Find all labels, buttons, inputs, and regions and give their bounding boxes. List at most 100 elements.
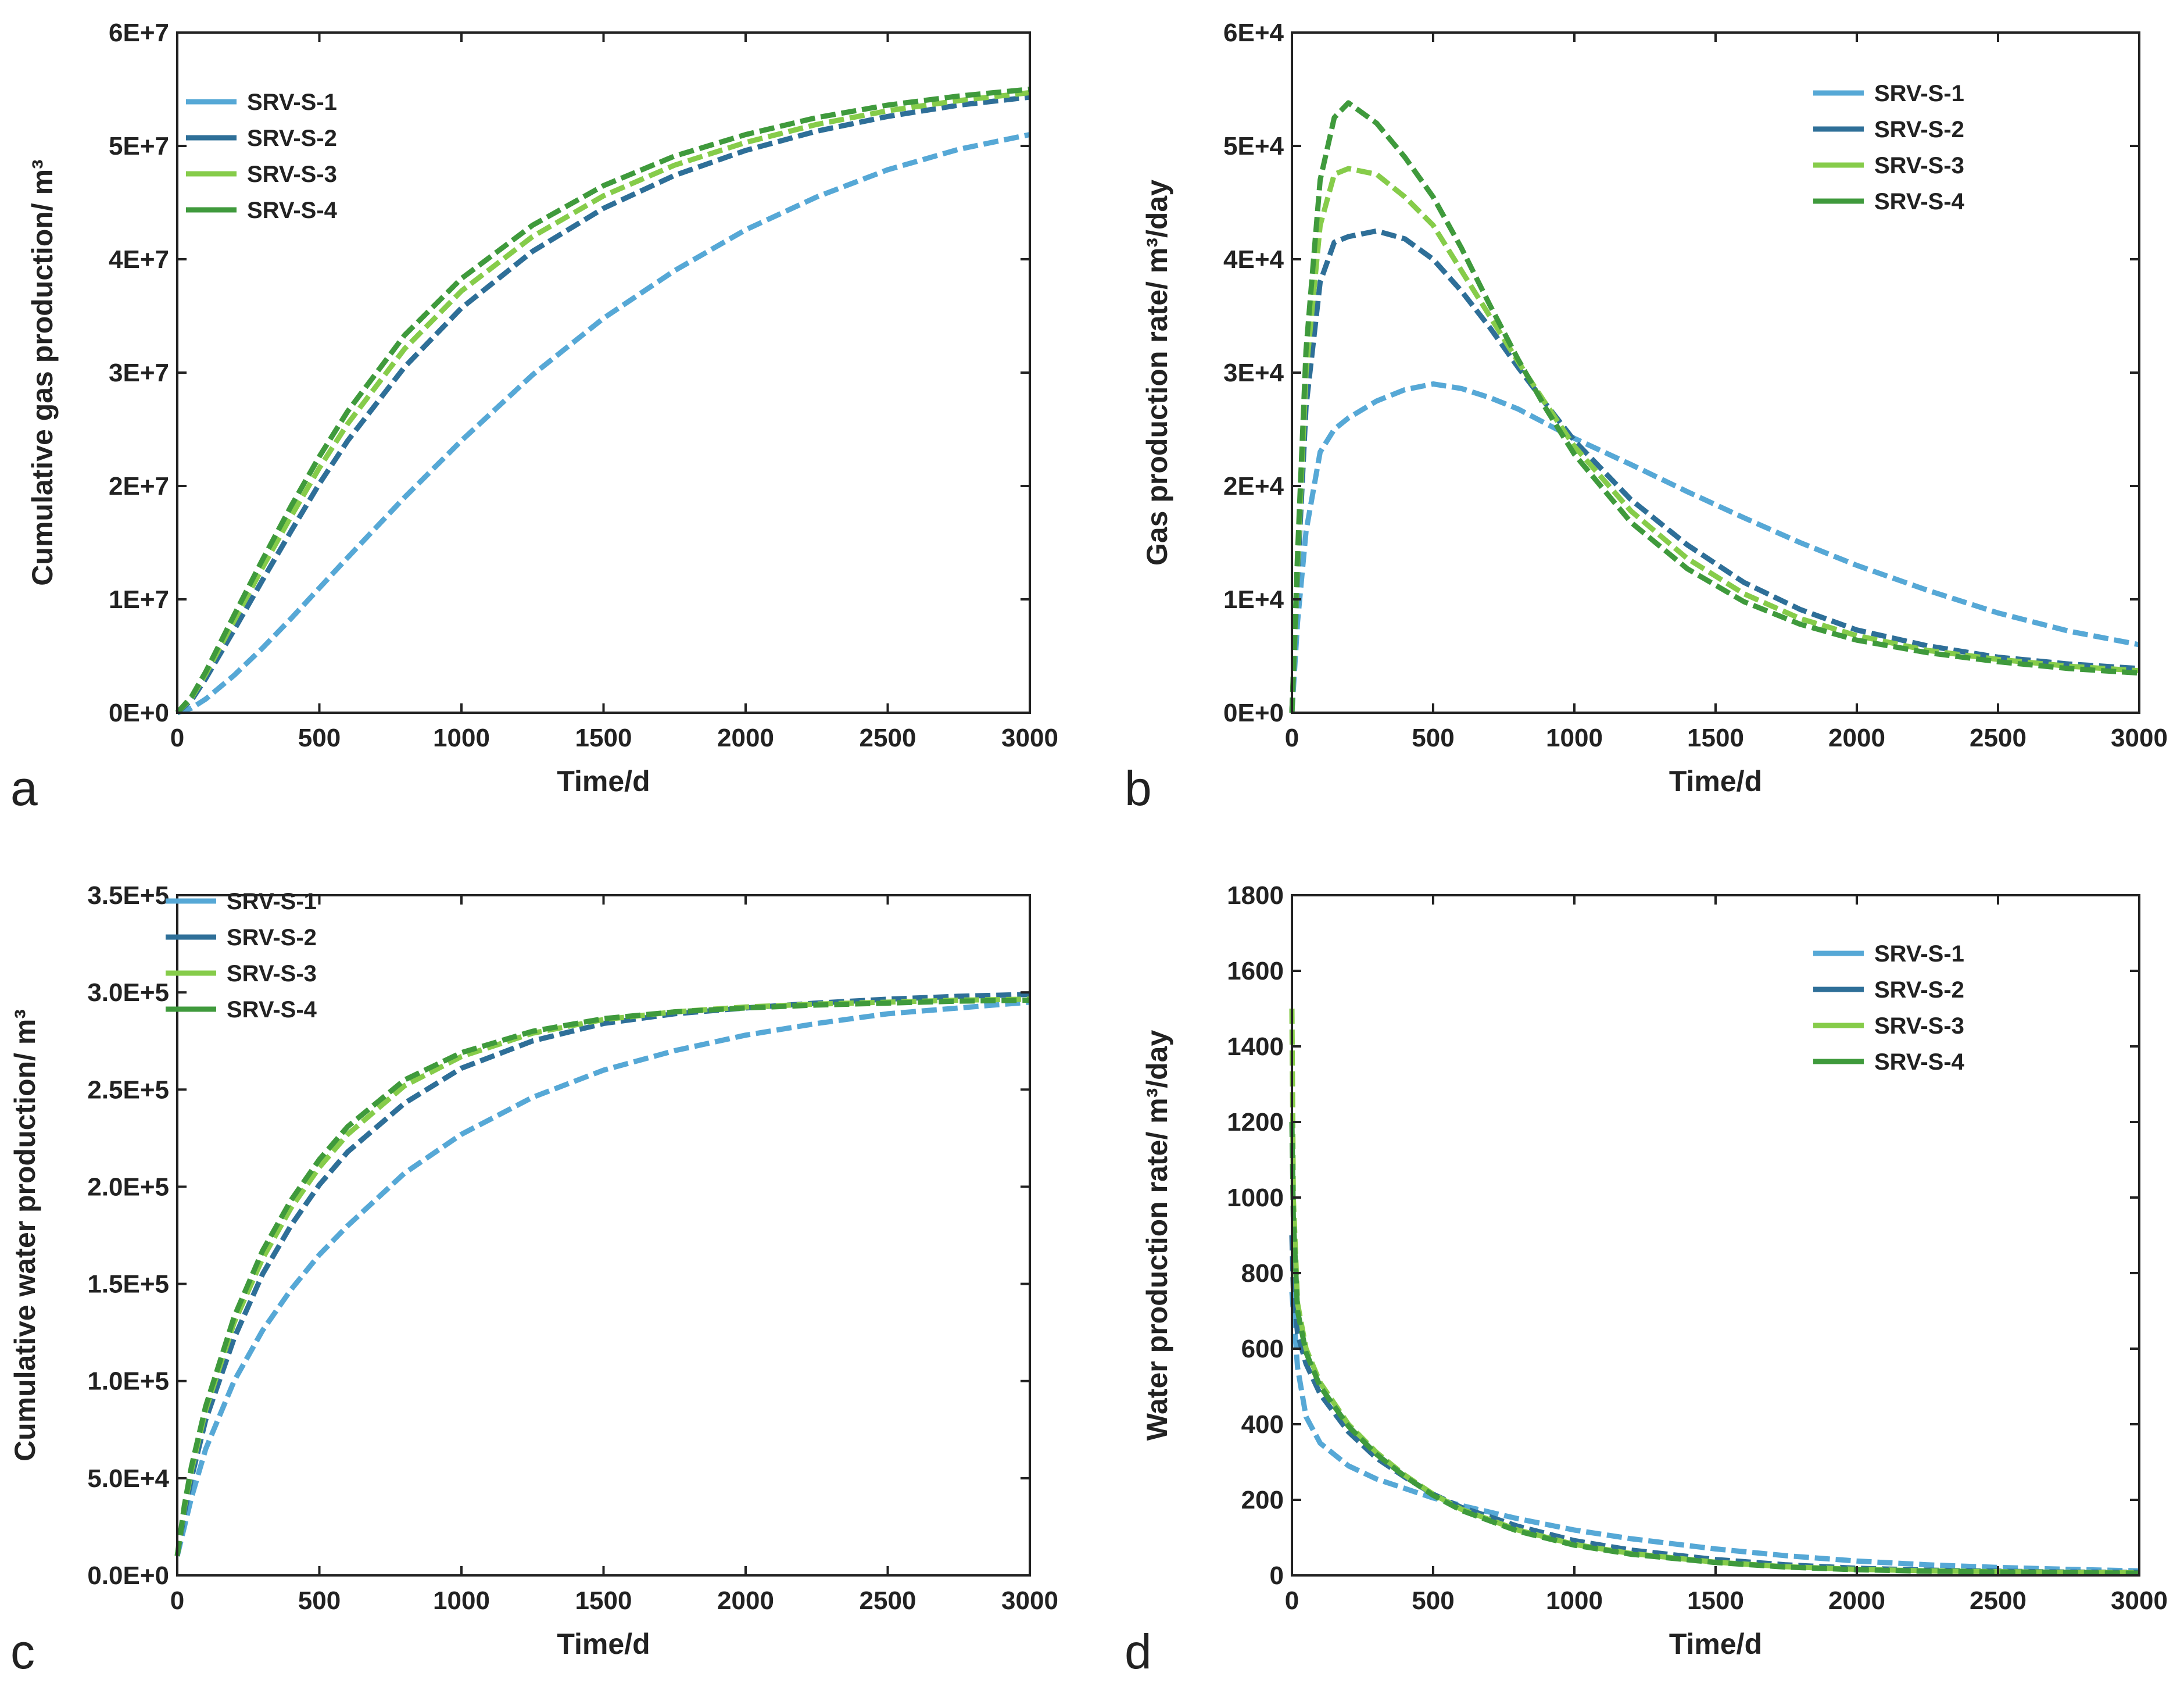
y-tick-label: 1400 <box>1227 1032 1284 1061</box>
x-tick-label: 500 <box>1412 724 1454 752</box>
x-tick-label: 0 <box>170 1586 184 1615</box>
y-tick-label: 1.0E+5 <box>87 1367 169 1396</box>
y-tick-label: 800 <box>1241 1259 1284 1288</box>
y-axis-title: Cumulative water production/ m³ <box>9 1009 41 1461</box>
chart-panel-b: 0 500 1000 1500 2000 2500 3000 0E+0 1E+4 2E+4 3E+4… <box>1125 19 2168 816</box>
series-line-srv-s-3 <box>174 996 1030 1557</box>
y-tick-label: 0 <box>1270 1561 1284 1590</box>
legend-label-srv-s-3: SRV-S-3 <box>1874 1013 1964 1039</box>
y-tick-label: 200 <box>1241 1486 1284 1514</box>
y-tick-label: 400 <box>1241 1410 1284 1439</box>
plot-frame <box>1291 31 2140 714</box>
x-tick-label: 2500 <box>1970 1586 2027 1615</box>
y-tick-label: 4E+7 <box>109 245 169 274</box>
series-line-srv-s-4 <box>1289 100 2140 713</box>
y-tick-label: 1600 <box>1227 957 1284 985</box>
series-line-srv-s-2 <box>176 94 1030 715</box>
y-tick-label: 5E+4 <box>1223 132 1284 160</box>
legend-label-srv-s-4: SRV-S-4 <box>227 997 317 1023</box>
x-tick-label: 500 <box>1412 1586 1454 1615</box>
series-line-srv-s-2 <box>1289 1235 2140 1575</box>
legend-label-srv-s-1: SRV-S-1 <box>227 889 317 914</box>
y-tick-label: 3.0E+5 <box>87 978 169 1007</box>
x-tick-label: 2500 <box>860 724 916 752</box>
y-tick-label: 0E+0 <box>1223 699 1284 727</box>
x-tick-label: 1000 <box>1546 1586 1603 1615</box>
x-tick-label: 1000 <box>433 724 490 752</box>
x-tick-label: 2500 <box>860 1586 916 1615</box>
series-line-srv-s-4 <box>1289 1121 2140 1576</box>
panel-letter: d <box>1125 1624 1152 1679</box>
y-axis-title: Cumulative gas production/ m³ <box>26 159 59 585</box>
y-tick-label: 1E+4 <box>1223 585 1284 614</box>
x-tick-label: 3000 <box>1001 724 1058 752</box>
legend: SRV-S-1 SRV-S-2 SRV-S-3 SRV-S-4 <box>186 90 338 223</box>
panel-letter: c <box>10 1624 35 1679</box>
legend-label-srv-s-2: SRV-S-2 <box>227 925 317 950</box>
plot-frame <box>1291 894 2140 1577</box>
x-tick-label: 0 <box>170 724 184 752</box>
legend-label-srv-s-3: SRV-S-3 <box>1874 153 1964 178</box>
legend-label-srv-s-1: SRV-S-1 <box>247 90 337 115</box>
y-tick-label: 2.0E+5 <box>87 1173 169 1201</box>
y-tick-label: 2.5E+5 <box>87 1075 169 1104</box>
series-line-srv-s-4 <box>175 87 1030 714</box>
legend-label-srv-s-2: SRV-S-2 <box>1874 117 1964 142</box>
legend: SRV-S-1 SRV-S-2 SRV-S-3 SRV-S-4 <box>1813 941 1965 1075</box>
legend-label-srv-s-3: SRV-S-3 <box>227 961 317 987</box>
y-tick-label: 0.0E+0 <box>87 1561 169 1590</box>
x-tick-label: 2500 <box>1970 724 2027 752</box>
legend-label-srv-s-4: SRV-S-4 <box>247 198 338 223</box>
y-tick-label: 1800 <box>1227 881 1284 910</box>
legend-label-srv-s-1: SRV-S-1 <box>1874 941 1964 967</box>
y-tick-label: 1E+7 <box>109 585 169 614</box>
chart-panel-d: 0 500 1000 1500 2000 2500 3000 0 200 400 600 800 100… <box>1125 881 2168 1679</box>
x-tick-label: 1000 <box>433 1586 490 1615</box>
series-line-srv-s-1 <box>1289 381 2140 713</box>
series-line-srv-s-1 <box>176 132 1030 716</box>
y-tick-label: 5.0E+4 <box>87 1464 169 1493</box>
series-line-srv-s-2 <box>1289 228 2140 713</box>
chart-panel-a: 0 500 1000 1500 2000 2500 3000 0E+0 1E+7 2E+7 3E+7… <box>10 19 1058 816</box>
y-tick-label: 3.5E+5 <box>87 881 169 910</box>
x-tick-label: 1000 <box>1546 724 1603 752</box>
x-tick-label: 500 <box>298 1586 341 1615</box>
x-axis-title: Time/d <box>557 1628 650 1660</box>
legend-label-srv-s-4: SRV-S-4 <box>1874 1049 1965 1075</box>
x-tick-label: 1500 <box>575 1586 632 1615</box>
y-tick-label: 2E+4 <box>1223 472 1284 501</box>
x-tick-label: 3000 <box>2111 724 2168 752</box>
y-tick-label: 1000 <box>1227 1184 1284 1212</box>
x-tick-label: 3000 <box>2111 1586 2168 1615</box>
x-tick-label: 2000 <box>1828 1586 1885 1615</box>
y-tick-label: 1.5E+5 <box>87 1270 169 1299</box>
y-tick-label: 2E+7 <box>109 472 169 501</box>
y-axis-title: Gas production rate/ m³/day <box>1141 180 1173 566</box>
x-tick-label: 500 <box>298 724 341 752</box>
series-line-srv-s-1 <box>1289 1292 2140 1574</box>
y-axis-title: Water production rate/ m³/day <box>1141 1030 1173 1441</box>
legend: SRV-S-1 SRV-S-2 SRV-S-3 SRV-S-4 <box>1813 81 1965 215</box>
x-tick-label: 2000 <box>717 1586 774 1615</box>
x-tick-label: 1500 <box>575 724 632 752</box>
chart-panel-c: 0 500 1000 1500 2000 2500 3000 0.0E+0 5.0E+4 1.0E… <box>9 881 1058 1679</box>
y-tick-label: 0E+0 <box>109 699 169 727</box>
legend-label-srv-s-1: SRV-S-1 <box>1874 81 1964 106</box>
y-tick-label: 1200 <box>1227 1108 1284 1136</box>
x-tick-label: 1500 <box>1687 1586 1744 1615</box>
x-tick-label: 1500 <box>1687 724 1744 752</box>
x-axis-title: Time/d <box>1669 765 1762 798</box>
legend-label-srv-s-2: SRV-S-2 <box>247 126 337 151</box>
y-tick-label: 5E+7 <box>109 132 169 160</box>
legend-label-srv-s-2: SRV-S-2 <box>1874 977 1964 1003</box>
x-tick-label: 3000 <box>1001 1586 1058 1615</box>
x-tick-label: 2000 <box>717 724 774 752</box>
y-tick-label: 600 <box>1241 1335 1284 1363</box>
x-axis-title: Time/d <box>1669 1628 1762 1660</box>
panel-letter: a <box>10 761 38 816</box>
y-tick-label: 3E+7 <box>109 359 169 387</box>
legend-label-srv-s-4: SRV-S-4 <box>1874 189 1965 215</box>
series-line-srv-s-4 <box>174 998 1030 1557</box>
y-tick-label: 4E+4 <box>1223 245 1284 274</box>
